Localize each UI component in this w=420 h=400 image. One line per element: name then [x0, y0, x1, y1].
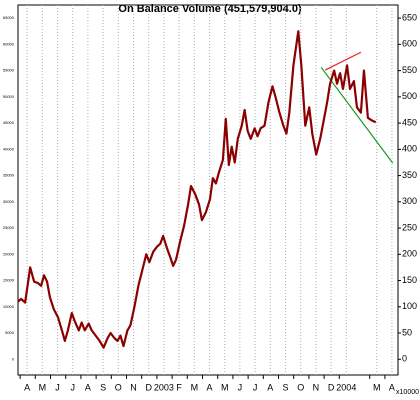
x-tick-label: J	[238, 382, 243, 392]
y2-tick-label: 55000	[3, 68, 15, 73]
y-tick-label: 100	[402, 301, 417, 311]
y2-tick-label: 30000	[3, 199, 15, 204]
x-tick-label: A	[267, 382, 273, 392]
obv-line	[17, 30, 377, 349]
chart-title: On Balance Volume (451,579,904.0)	[118, 3, 302, 15]
y-tick-label: 0	[402, 354, 407, 364]
x-tick-label: J	[55, 382, 60, 392]
y-tick-label: 200	[402, 249, 417, 259]
y-tick-label: 50	[402, 327, 412, 337]
x-tick-label: M	[191, 382, 199, 392]
y2-tick-label: 40000	[3, 146, 15, 151]
y2-tick-label: 65000	[3, 15, 15, 20]
x-tick-label: F	[176, 382, 182, 392]
y-tick-label: 500	[402, 91, 417, 101]
y2-tick-label: 0	[12, 356, 15, 361]
x-tick-label: M	[373, 382, 381, 392]
x-tick-label: D	[145, 382, 152, 392]
x-tick-label: A	[389, 382, 395, 392]
x-tick-label: A	[24, 382, 30, 392]
x-tick-label: N	[313, 382, 320, 392]
y-tick-label: 550	[402, 65, 417, 75]
trendline	[324, 51, 362, 71]
x-tick-label: J	[253, 382, 258, 392]
y2-tick-label: 20000	[3, 251, 15, 256]
y2-tick-label: 50000	[3, 94, 15, 99]
y-tick-label: 250	[402, 222, 417, 232]
x-tick-label: M	[221, 382, 229, 392]
x-tick-label: A	[207, 382, 213, 392]
y-tick-label: 650	[402, 12, 417, 22]
x-tick-label: O	[115, 382, 122, 392]
x-tick-label: D	[328, 382, 335, 392]
x-tick-label: M	[39, 382, 47, 392]
y-tick-label: 300	[402, 196, 417, 206]
trendline	[320, 67, 394, 164]
x-tick-label: 2003	[154, 382, 174, 392]
y-unit-label: x10000	[396, 389, 419, 396]
y2-tick-label: 5000	[5, 330, 15, 335]
x-tick-label: S	[283, 382, 289, 392]
y-tick-label: 450	[402, 117, 417, 127]
y-tick-label: 600	[402, 39, 417, 49]
y2-tick-label: 15000	[3, 278, 15, 283]
y2-tick-label: 45000	[3, 120, 15, 125]
y2-tick-label: 35000	[3, 173, 15, 178]
x-tick-label: A	[85, 382, 91, 392]
x-tick-label: O	[297, 382, 304, 392]
y-tick-label: 350	[402, 170, 417, 180]
x-tick-label: J	[70, 382, 75, 392]
x-tick-label: N	[130, 382, 137, 392]
y-tick-label: 400	[402, 144, 417, 154]
y-tick-label: 150	[402, 275, 417, 285]
y2-tick-label: 10000	[3, 304, 15, 309]
x-tick-label: S	[100, 382, 106, 392]
x-tick-label: 2004	[336, 382, 356, 392]
y2-tick-label: 25000	[3, 225, 15, 230]
y2-tick-label: 60000	[3, 41, 15, 46]
